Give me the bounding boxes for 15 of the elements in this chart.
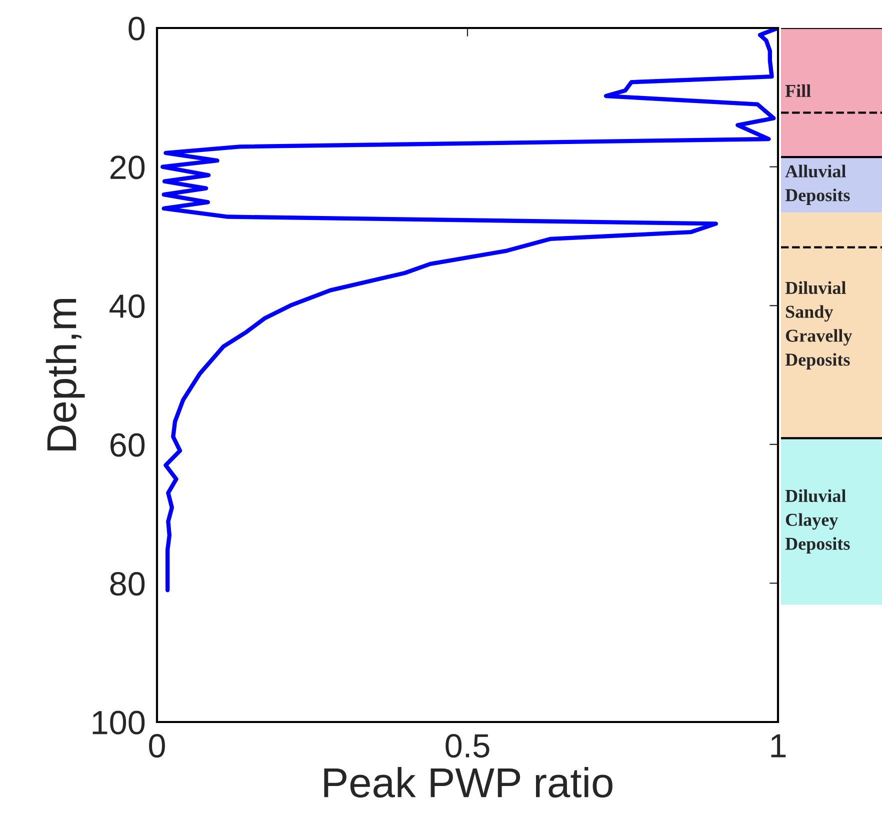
y-tick-label: 40 xyxy=(110,294,145,318)
series-label: Alluvial Deposits xyxy=(785,164,850,205)
x-tick-label: 0 xyxy=(149,734,165,758)
series-label: Fill xyxy=(785,84,811,97)
y-tick-label: 0 xyxy=(128,16,145,40)
y-tick-label: 80 xyxy=(110,572,145,596)
x-tick-label: 0.5 xyxy=(446,734,490,758)
x-axis-title: Peak PWP ratio xyxy=(324,766,612,798)
y-tick-label: 60 xyxy=(110,433,145,457)
series-label: Diluvial Clayey Deposits xyxy=(785,489,850,554)
y-axis-title: Depth,m xyxy=(46,299,85,450)
series-label: Diluvial Sandy Gravelly Deposits xyxy=(785,281,852,370)
y-tick-label: 100 xyxy=(92,710,145,734)
y-tick-label: 20 xyxy=(110,156,145,180)
x-tick-label: 1 xyxy=(771,734,786,758)
